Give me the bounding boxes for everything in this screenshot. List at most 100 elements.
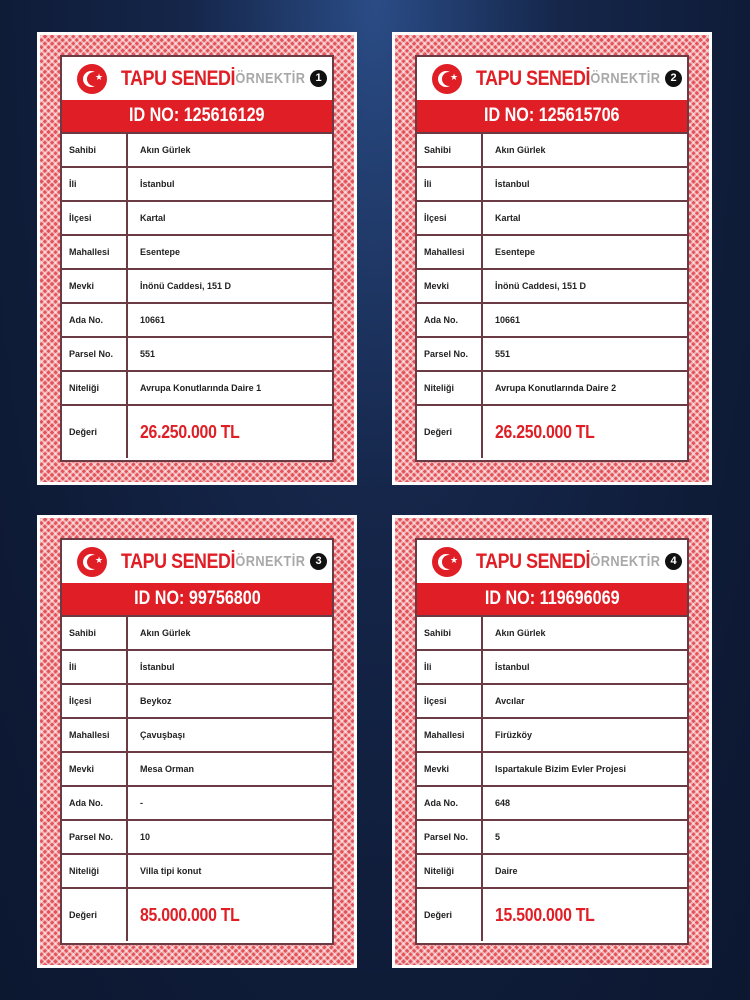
field-label: Parsel No. bbox=[62, 338, 128, 370]
id-number-bar: ID NO: 125616129 bbox=[62, 100, 332, 132]
field-value: 10661 bbox=[495, 315, 521, 325]
deed-row: Niteliği Avrupa Konutlarında Daire 2 bbox=[417, 370, 687, 404]
field-value: Çavuşbaşı bbox=[140, 730, 186, 740]
deed-header: ★ TAPU SENEDİ ÖRNEKTİR 2 bbox=[417, 57, 687, 100]
title-deed-card: ★ TAPU SENEDİ ÖRNEKTİR 3 ID NO: 99756800… bbox=[37, 515, 357, 968]
deed-row: Mevki İnönü Caddesi, 151 D bbox=[417, 268, 687, 302]
field-value: Avrupa Konutlarında Daire 2 bbox=[495, 383, 617, 393]
deed-row: Mevki İnönü Caddesi, 151 D bbox=[62, 268, 332, 302]
field-value: Akın Gürlek bbox=[140, 628, 191, 638]
deed-row: Mahallesi Çavuşbaşı bbox=[62, 717, 332, 751]
deed-value-amount: 26.250.000 TL bbox=[483, 406, 608, 458]
deed-row: Ada No. 10661 bbox=[417, 302, 687, 336]
deed-row: Sahibi Akın Gürlek bbox=[417, 615, 687, 649]
field-value: Firüzköy bbox=[495, 730, 533, 740]
field-label: İlçesi bbox=[417, 202, 483, 234]
id-number-bar: ID NO: 119696069 bbox=[417, 583, 687, 615]
sample-label: ÖRNEKTİR bbox=[235, 70, 305, 87]
deed-title: TAPU SENEDİ bbox=[476, 549, 591, 573]
field-value: 551 bbox=[140, 349, 156, 359]
deed-title: TAPU SENEDİ bbox=[121, 66, 236, 90]
field-label: Ada No. bbox=[417, 787, 483, 819]
deed-row: İlçesi Beykoz bbox=[62, 683, 332, 717]
field-value: İstanbul bbox=[140, 662, 175, 672]
deed-title: TAPU SENEDİ bbox=[121, 549, 236, 573]
deed-row: Niteliği Villa tipi konut bbox=[62, 853, 332, 887]
deed-row: Parsel No. 5 bbox=[417, 819, 687, 853]
field-value: Kartal bbox=[495, 213, 521, 223]
field-label: Mahallesi bbox=[417, 719, 483, 751]
field-value: Esentepe bbox=[140, 247, 181, 257]
field-value: Akın Gürlek bbox=[495, 145, 546, 155]
field-label: Değeri bbox=[417, 406, 483, 458]
field-label: Mahallesi bbox=[417, 236, 483, 268]
deed-row: Mevki Ispartakule Bizim Evler Projesi bbox=[417, 751, 687, 785]
field-value: 10 bbox=[140, 832, 151, 842]
amount-text: 26.250.000 TL bbox=[495, 421, 595, 442]
deed-row: Niteliği Daire bbox=[417, 853, 687, 887]
deed-row: Değeri 15.500.000 TL bbox=[417, 887, 687, 941]
field-label: Ada No. bbox=[417, 304, 483, 336]
field-value: Avrupa Konutlarında Daire 1 bbox=[140, 383, 262, 393]
field-value: 5 bbox=[495, 832, 501, 842]
deed-title: TAPU SENEDİ bbox=[476, 66, 591, 90]
field-label: Parsel No. bbox=[417, 338, 483, 370]
deed-body: ★ TAPU SENEDİ ÖRNEKTİR 4 ID NO: 11969606… bbox=[415, 538, 689, 945]
field-label: Parsel No. bbox=[62, 821, 128, 853]
turkish-flag-icon: ★ bbox=[432, 63, 462, 94]
turkish-flag-icon: ★ bbox=[432, 546, 462, 577]
title-deed-card: ★ TAPU SENEDİ ÖRNEKTİR 2 ID NO: 12561570… bbox=[392, 32, 712, 485]
deed-header: ★ TAPU SENEDİ ÖRNEKTİR 4 bbox=[417, 540, 687, 583]
field-label: İlçesi bbox=[417, 685, 483, 717]
field-label: Mahallesi bbox=[62, 236, 128, 268]
field-value: Esentepe bbox=[495, 247, 536, 257]
field-label: İlçesi bbox=[62, 202, 128, 234]
field-label: İli bbox=[62, 168, 128, 200]
field-label: İlçesi bbox=[62, 685, 128, 717]
field-value: İstanbul bbox=[140, 179, 175, 189]
turkish-flag-icon: ★ bbox=[77, 546, 107, 577]
deed-value-amount: 26.250.000 TL bbox=[128, 406, 253, 458]
deed-row: İli İstanbul bbox=[62, 649, 332, 683]
deed-row: Parsel No. 551 bbox=[62, 336, 332, 370]
field-label: Mahallesi bbox=[62, 719, 128, 751]
field-label: Mevki bbox=[417, 753, 483, 785]
deed-row: Ada No. 648 bbox=[417, 785, 687, 819]
field-label: Sahibi bbox=[62, 617, 128, 649]
deed-row: Mahallesi Esentepe bbox=[417, 234, 687, 268]
deed-row: Sahibi Akın Gürlek bbox=[417, 132, 687, 166]
field-label: Sahibi bbox=[417, 134, 483, 166]
deed-row: Sahibi Akın Gürlek bbox=[62, 615, 332, 649]
field-value: Daire bbox=[495, 866, 518, 876]
sample-label: ÖRNEKTİR bbox=[590, 70, 660, 87]
field-label: Mevki bbox=[62, 753, 128, 785]
deed-header: ★ TAPU SENEDİ ÖRNEKTİR 3 bbox=[62, 540, 332, 583]
field-value: 648 bbox=[495, 798, 511, 808]
id-number: ID NO: 119696069 bbox=[484, 588, 620, 609]
field-value: İstanbul bbox=[495, 179, 530, 189]
field-value: İnönü Caddesi, 151 D bbox=[495, 281, 587, 291]
deed-row: Parsel No. 551 bbox=[417, 336, 687, 370]
title-deed-card: ★ TAPU SENEDİ ÖRNEKTİR 1 ID NO: 12561612… bbox=[37, 32, 357, 485]
card-number-badge: 4 bbox=[665, 553, 682, 570]
deed-header: ★ TAPU SENEDİ ÖRNEKTİR 1 bbox=[62, 57, 332, 100]
field-label: Niteliği bbox=[62, 855, 128, 887]
field-value: 10661 bbox=[140, 315, 166, 325]
field-value: Beykoz bbox=[140, 696, 172, 706]
field-label: Sahibi bbox=[62, 134, 128, 166]
amount-text: 15.500.000 TL bbox=[495, 904, 595, 925]
id-number-bar: ID NO: 99756800 bbox=[62, 583, 332, 615]
deed-row: İli İstanbul bbox=[417, 649, 687, 683]
turkish-flag-icon: ★ bbox=[77, 63, 107, 94]
card-number-badge: 3 bbox=[310, 553, 327, 570]
deed-row: İlçesi Avcılar bbox=[417, 683, 687, 717]
deed-row: İlçesi Kartal bbox=[417, 200, 687, 234]
field-value: Akın Gürlek bbox=[495, 628, 546, 638]
field-label: Niteliği bbox=[62, 372, 128, 404]
field-value: 551 bbox=[495, 349, 511, 359]
id-number: ID NO: 125616129 bbox=[129, 105, 265, 126]
field-value: İstanbul bbox=[495, 662, 530, 672]
field-label: Sahibi bbox=[417, 617, 483, 649]
field-label: Değeri bbox=[417, 889, 483, 941]
deed-body: ★ TAPU SENEDİ ÖRNEKTİR 3 ID NO: 99756800… bbox=[60, 538, 334, 945]
